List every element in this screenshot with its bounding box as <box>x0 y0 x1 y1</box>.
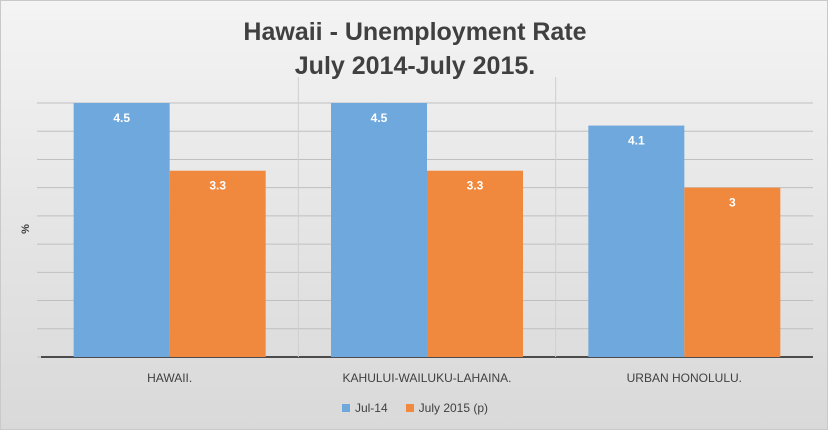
data-label-3-series-2: 3 <box>729 196 736 210</box>
chart-title-line-1: Hawaii - Unemployment Rate <box>243 18 587 46</box>
bar-1-series-1 <box>73 103 170 357</box>
data-label-1-series-2: 3.3 <box>209 179 226 193</box>
bar-2-series-1 <box>331 103 427 357</box>
legend-label-series-2: July 2015 (p) <box>418 401 489 415</box>
bar-3-series-1 <box>588 125 685 357</box>
legend: Jul-14 July 2015 (p) <box>1 401 828 415</box>
bar-2-series-2 <box>427 170 523 357</box>
legend-swatch-series-1 <box>341 404 350 412</box>
legend-label-series-1: Jul-14 <box>354 401 388 415</box>
chart-title: Hawaii - Unemployment Rate July 2014-Jul… <box>1 15 828 83</box>
x-tick-label-1: HAWAII. <box>147 371 192 385</box>
chart-title-line-2: July 2014-July 2015. <box>294 52 536 80</box>
data-label-3-series-1: 4.1 <box>628 134 645 148</box>
bar-1-series-2 <box>169 170 266 357</box>
legend-swatch-series-2 <box>405 404 414 412</box>
legend-item-series-2: July 2015 (p) <box>405 401 489 415</box>
data-label-2-series-1: 4.5 <box>371 111 388 125</box>
x-tick-label-3: URBAN HONOLULU. <box>627 371 742 385</box>
legend-item-series-1: Jul-14 <box>341 401 388 415</box>
x-tick-label-2: KAHULUI-WAILUKU-LAHAINA. <box>343 371 512 385</box>
data-label-1-series-1: 4.5 <box>113 111 130 125</box>
bar-3-series-2 <box>684 187 781 357</box>
data-label-2-series-2: 3.3 <box>467 179 484 193</box>
